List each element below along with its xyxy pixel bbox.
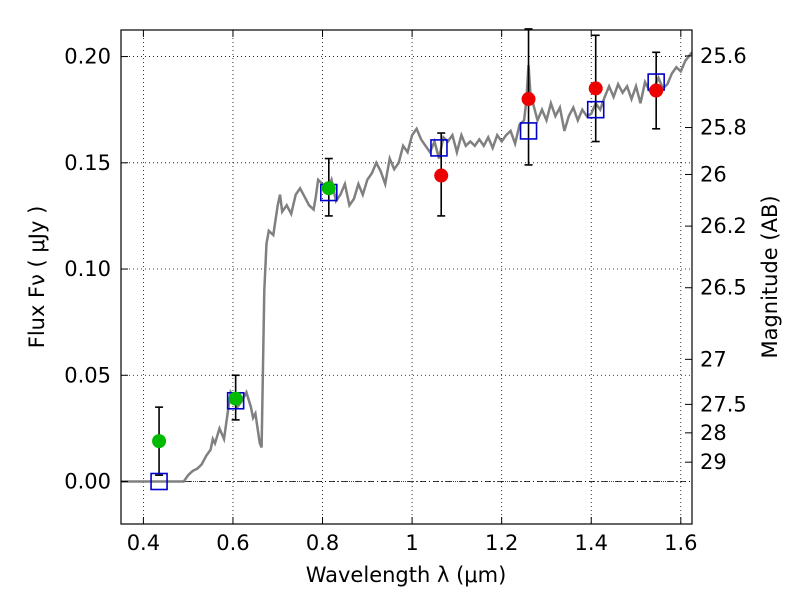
- detection-point: [152, 434, 167, 449]
- detection-point: [321, 181, 336, 196]
- magnitude-tick-label: 25.6: [700, 44, 747, 68]
- magnitude-tick-label: 28: [700, 421, 727, 445]
- detection-point: [521, 92, 536, 107]
- x-tick-label: 1.2: [485, 531, 518, 555]
- axis-ticks: [121, 30, 692, 524]
- y-tick-label: 0.15: [64, 151, 111, 175]
- spectrum-line: [121, 51, 693, 483]
- y-tick-label: 0.00: [64, 470, 111, 494]
- x-tick-label: 1.4: [575, 531, 608, 555]
- plot-frame: [120, 29, 693, 525]
- magnitude-tick-label: 26.5: [700, 276, 747, 300]
- x-tick-label: 1.6: [664, 531, 697, 555]
- model-photometry-box: [586, 100, 605, 119]
- model-photometry-box: [430, 139, 448, 157]
- grid: [121, 30, 692, 524]
- y-tick-label: 0.10: [64, 257, 111, 281]
- y-tick-label: 0.05: [64, 363, 111, 387]
- magnitude-tick-label: 29: [700, 450, 727, 474]
- x-axis-tick-labels: 0.4 0.6 0.8 1 1.2 1.4 1.6: [127, 531, 698, 555]
- magnitude-tick-label: 26: [700, 162, 727, 186]
- model-photometry-box: [150, 472, 168, 491]
- magnitude-tick-label: 25.8: [700, 116, 747, 140]
- magnitude-tick-label: 27: [700, 347, 727, 371]
- model-photometry-box: [519, 122, 538, 140]
- y-tick-label: 0.20: [64, 45, 111, 69]
- model-photometry-boxes: [150, 73, 665, 491]
- x-tick-label: 0.8: [306, 531, 339, 555]
- detection-point: [588, 81, 603, 96]
- y-axis-title: Flux Fν ( μJy ): [25, 206, 49, 349]
- magnitude-axis-title: Magnitude (AB): [758, 195, 782, 358]
- magnitude-tick-label: 26.2: [700, 214, 747, 238]
- detection-point: [649, 83, 664, 98]
- x-tick-label: 1: [405, 531, 418, 555]
- detection-points: [152, 81, 664, 449]
- detection-point: [228, 391, 243, 406]
- magnitude-tick-label: 27.5: [700, 392, 747, 416]
- detection-point: [434, 168, 449, 183]
- x-tick-label: 0.6: [216, 531, 249, 555]
- x-tick-label: 0.4: [127, 531, 160, 555]
- x-axis-title: Wavelength λ (μm): [306, 563, 507, 587]
- magnitude-axis-tick-labels: 25.6 25.8 26 26.2 26.5 27 27.5 28 29: [700, 44, 747, 474]
- y-axis-tick-labels: 0.00 0.05 0.10 0.15 0.20: [64, 45, 111, 494]
